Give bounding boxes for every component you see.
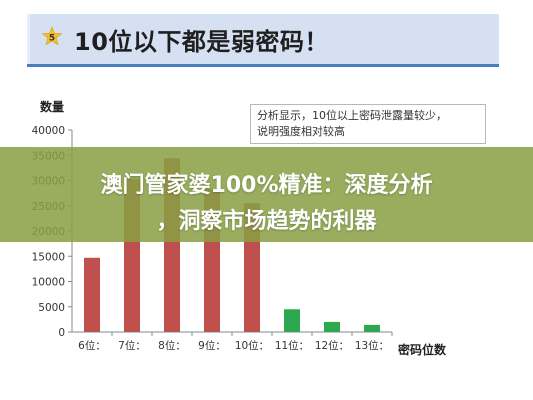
x-tick-label: 11位：: [275, 339, 309, 352]
y-axis-label: 数量: [40, 99, 64, 114]
password-length-bar-chart: 数量 0500010000150002000025000300003500040…: [32, 99, 447, 357]
slide-title: 10位以下都是弱密码！: [74, 28, 329, 56]
x-tick-label: 6位：: [78, 339, 106, 352]
y-tick-label: 10000: [32, 277, 65, 289]
x-tick-label: 13位：: [355, 339, 389, 352]
bar-13-digits: [364, 324, 380, 332]
note-line-1: 分析显示，10位以上密码泄露量较少，: [257, 109, 447, 122]
banner-line-1: 澳门管家婆100%精准：深度分析: [100, 173, 433, 198]
y-tick-label: 40000: [32, 125, 65, 137]
slide-header: 5 10位以下都是弱密码！: [27, 14, 499, 64]
header-underline: [27, 64, 499, 67]
bar-11-digits: [284, 309, 300, 332]
y-tick-label: 0: [58, 327, 65, 339]
x-tick-label: 10位：: [235, 339, 269, 352]
star-badge-icon: 5: [41, 26, 63, 46]
x-tick-label: 7位：: [118, 339, 146, 352]
bar-12-digits: [324, 321, 340, 332]
analysis-note: 分析显示，10位以上密码泄露量较少， 说明强度相对较高: [250, 104, 486, 144]
x-axis-label: 密码位数: [398, 342, 447, 357]
x-tick-label: 12位：: [315, 339, 349, 352]
headline-banner: 澳门管家婆100%精准：深度分析 ，洞察市场趋势的利器: [0, 147, 533, 242]
x-tick-label: 9位：: [198, 339, 226, 352]
badge-number: 5: [49, 34, 55, 44]
banner-line-2: ，洞察市场趋势的利器: [156, 209, 377, 234]
x-axis: 6位： 7位： 8位： 9位： 10位： 11位： 12位： 13位：: [72, 331, 393, 352]
y-tick-label: 15000: [32, 251, 65, 263]
note-line-2: 说明强度相对较高: [257, 125, 345, 138]
y-tick-label: 5000: [38, 302, 65, 314]
x-tick-label: 8位：: [158, 339, 186, 352]
bar-6-digits: [84, 257, 100, 332]
